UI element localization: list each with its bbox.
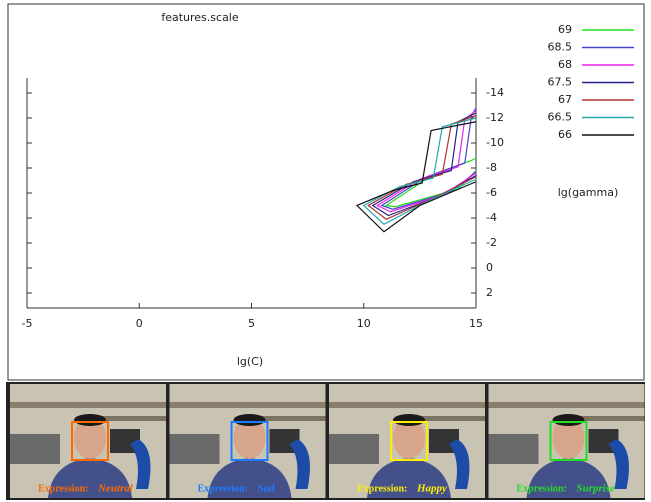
expression-label: Surprise <box>577 483 616 495</box>
shelf <box>100 416 166 421</box>
shelf <box>260 416 326 421</box>
shelf <box>489 402 645 408</box>
expression-label: Neutral <box>97 483 134 495</box>
y-tick-label: -10 <box>486 136 504 149</box>
y-tick-label: -6 <box>486 186 497 199</box>
y-tick-label: 2 <box>486 286 493 299</box>
y-tick-label: -12 <box>486 111 504 124</box>
desk-clutter <box>170 434 220 464</box>
desk-clutter <box>489 434 539 464</box>
hair <box>553 414 585 426</box>
x-tick-label: 5 <box>248 317 255 330</box>
video-frame: Expression: Surprise <box>489 384 645 498</box>
expression-label: Happy <box>416 483 447 495</box>
y-tick-label: 0 <box>486 261 493 274</box>
caption-label: Expression: <box>38 483 88 494</box>
video-frame: Expression: Happy <box>329 384 485 498</box>
shelf <box>579 416 645 421</box>
y-axis-label: lg(gamma) <box>558 186 619 199</box>
video-frame: Expression: Neutral <box>10 384 166 498</box>
y-tick-label: -4 <box>486 211 497 224</box>
legend-label: 67.5 <box>548 76 573 89</box>
desk-clutter <box>10 434 60 464</box>
x-tick-label: 15 <box>469 317 483 330</box>
shelf <box>329 402 485 408</box>
shelf <box>10 402 166 408</box>
shelf <box>170 402 326 408</box>
figure: features.scale lg(C) lg(gamma) -5 0 5 10 15 -… <box>0 0 651 502</box>
x-tick-label: 10 <box>357 317 371 330</box>
desk-clutter <box>329 434 379 464</box>
x-axis-label: lg(C) <box>237 355 263 368</box>
legend-label: 66 <box>558 128 572 141</box>
y-tick-label: -8 <box>486 161 497 174</box>
legend-label: 68 <box>558 58 572 71</box>
y-tick-label: -2 <box>486 236 497 249</box>
y-tick-label: -14 <box>486 86 504 99</box>
shelf <box>419 416 485 421</box>
x-tick-label: 0 <box>136 317 143 330</box>
expression-label: Sad <box>258 483 276 495</box>
hair <box>74 414 106 426</box>
legend-label: 68.5 <box>548 41 573 54</box>
caption-label: Expression: <box>198 483 248 494</box>
x-tick-label: -5 <box>22 317 33 330</box>
video-frame: Expression: Sad <box>170 384 326 498</box>
caption-label: Expression: <box>517 483 567 494</box>
legend-label: 67 <box>558 93 572 106</box>
hair <box>393 414 425 426</box>
chart-panel <box>8 4 644 380</box>
chart-title: features.scale <box>161 11 239 24</box>
hair <box>234 414 266 426</box>
caption-label: Expression: <box>357 483 407 494</box>
legend-label: 66.5 <box>548 111 573 124</box>
legend-label: 69 <box>558 23 572 36</box>
